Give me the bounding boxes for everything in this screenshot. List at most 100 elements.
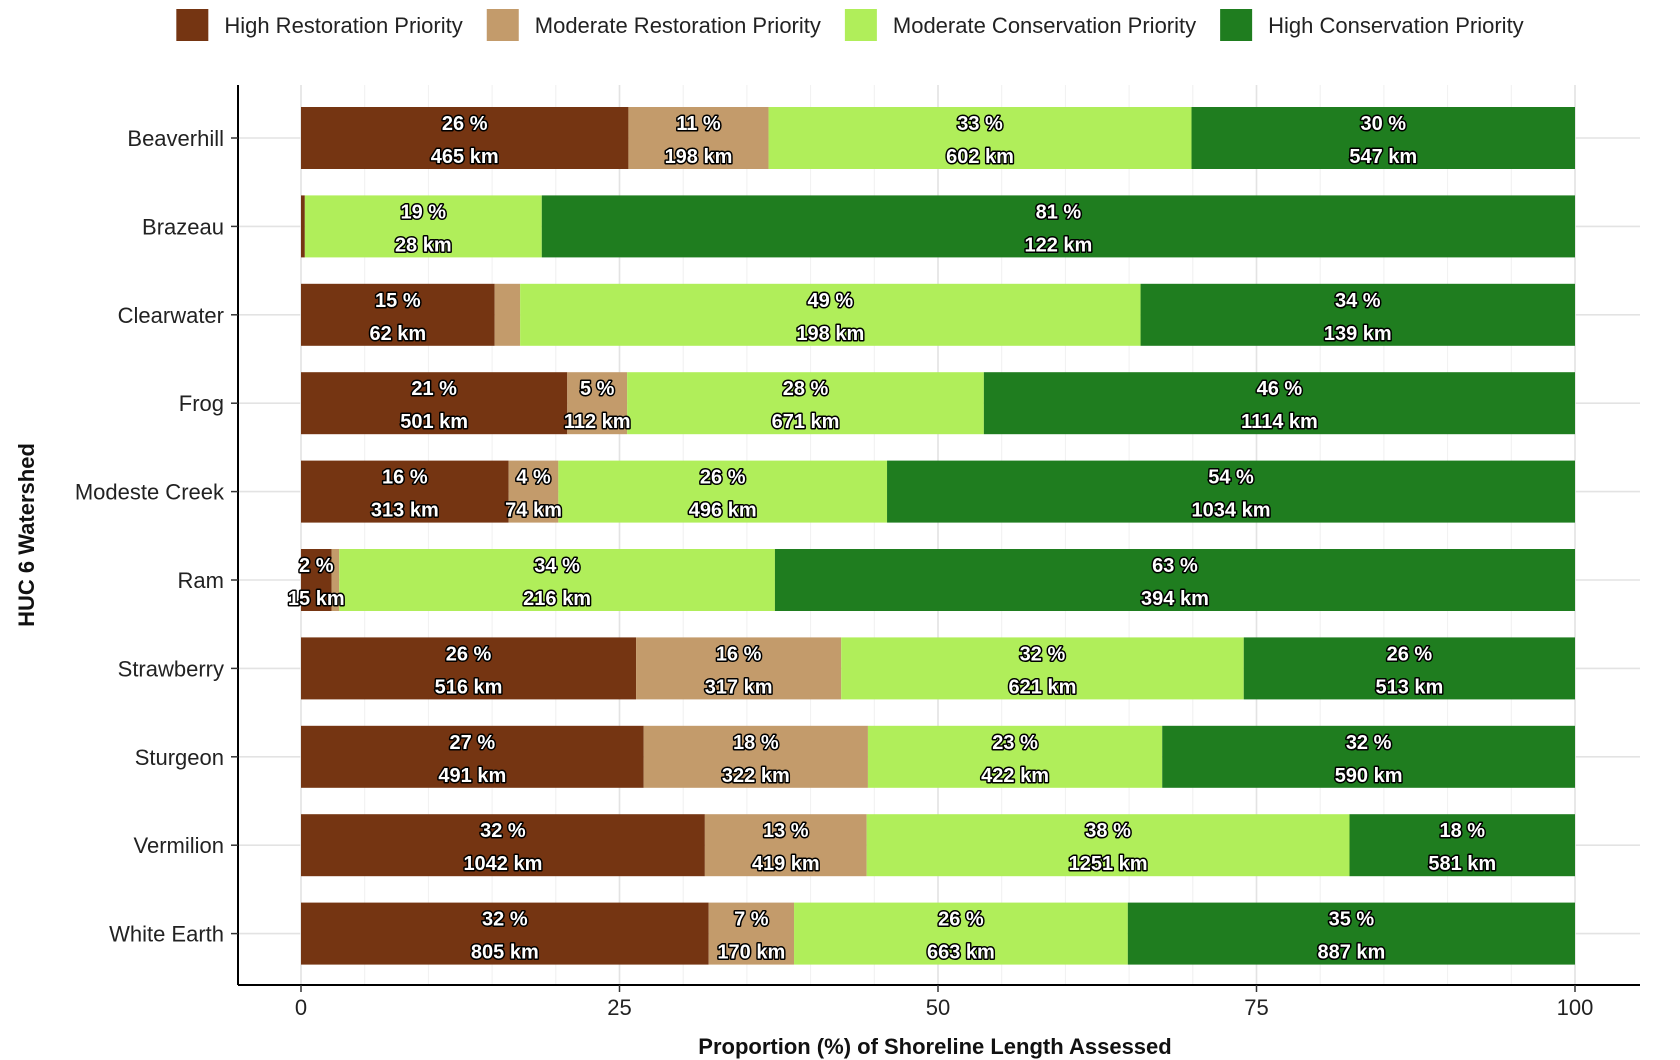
bars [301, 107, 1575, 965]
length-label: 394 km [1141, 588, 1209, 610]
percent-label: 5 % [580, 378, 615, 400]
bar-segment [301, 107, 629, 169]
bar-segment [301, 283, 495, 346]
percent-label: 28 % [783, 378, 829, 400]
x-tick-label: 25 [607, 995, 631, 1020]
length-label: 419 km [752, 853, 820, 875]
length-label: 62 km [369, 323, 426, 345]
percent-label: 19 % [401, 201, 447, 223]
length-label: 516 km [435, 676, 503, 698]
bar-segment [301, 549, 332, 611]
percent-label: 32 % [1020, 643, 1066, 665]
length-label: 1034 km [1192, 500, 1271, 522]
length-label: 139 km [1324, 323, 1392, 345]
length-label: 547 km [1349, 146, 1417, 168]
length-label: 805 km [471, 942, 539, 964]
length-label: 198 km [665, 146, 733, 168]
percent-label: 13 % [763, 820, 809, 842]
bar-segment [508, 460, 559, 523]
legend-label: High Conservation Priority [1268, 13, 1524, 38]
percent-label: 15 % [375, 290, 421, 312]
length-label: 491 km [438, 765, 506, 787]
y-tick-label: Frog [179, 391, 224, 416]
bar-segment [643, 725, 868, 788]
bar-segment [867, 725, 1163, 788]
length-label: 581 km [1428, 853, 1496, 875]
percent-label: 16 % [382, 467, 428, 489]
bar-segment [1140, 283, 1575, 346]
length-label: 602 km [946, 146, 1014, 168]
y-tick-label: White Earth [109, 922, 224, 947]
bar-segment [774, 549, 1575, 611]
length-label: 313 km [371, 500, 439, 522]
legend-item: High Conservation Priority [1220, 9, 1524, 41]
percent-label: 32 % [480, 820, 526, 842]
length-label: 422 km [981, 765, 1049, 787]
bar-segment [520, 283, 1141, 346]
bar-segment [1243, 637, 1575, 700]
percent-label: 23 % [992, 732, 1038, 754]
percent-label: 34 % [1335, 290, 1381, 312]
bar-segment [301, 637, 637, 700]
bar-segment [636, 637, 842, 700]
length-label: 198 km [796, 323, 864, 345]
bar-segment [301, 725, 644, 788]
y-axis-title: HUC 6 Watershed [14, 443, 39, 627]
y-tick-label: Ram [178, 568, 224, 593]
bar-segment [301, 814, 705, 877]
percent-label: 26 % [446, 643, 492, 665]
length-label: 501 km [400, 411, 468, 433]
bar-segment [1349, 814, 1575, 877]
percent-label: 18 % [1439, 820, 1485, 842]
bar-segment [887, 460, 1575, 523]
length-label: 663 km [927, 942, 995, 964]
bar-segment [1191, 107, 1575, 169]
length-label: 170 km [717, 942, 785, 964]
legend-swatch [176, 9, 209, 41]
percent-label: 49 % [808, 290, 854, 312]
bar-segment [339, 549, 775, 611]
y-tick-label: Vermilion [134, 833, 224, 858]
length-label: 1114 km [1241, 411, 1318, 433]
length-label: 496 km [689, 500, 757, 522]
bar-segment [628, 107, 769, 169]
legend-swatch [486, 9, 519, 41]
percent-label: 38 % [1085, 820, 1131, 842]
legend: High Restoration Priority Moderate Restor… [176, 9, 1524, 41]
bar-segment [301, 195, 305, 258]
percent-label: 33 % [957, 113, 1003, 135]
percent-label: 26 % [442, 113, 488, 135]
y-tick-label: Clearwater [118, 303, 224, 328]
length-label: 590 km [1335, 765, 1403, 787]
legend-swatch [844, 9, 877, 41]
bar-segment [794, 902, 1128, 965]
length-label: 216 km [523, 588, 591, 610]
percent-label: 32 % [482, 909, 528, 931]
bar-segment [627, 372, 984, 435]
percent-label: 21 % [411, 378, 457, 400]
bar-segment [301, 902, 709, 965]
length-label: 1042 km [463, 853, 542, 875]
length-label: 122 km [1024, 234, 1092, 256]
legend-item: Moderate Restoration Priority [486, 9, 821, 41]
length-label: 1251 km [1069, 853, 1148, 875]
percent-label: 30 % [1360, 113, 1406, 135]
length-label: 671 km [772, 411, 840, 433]
length-label: 513 km [1375, 676, 1443, 698]
percent-label: 26 % [700, 467, 746, 489]
length-label: 74 km [505, 500, 562, 522]
bar-segment [708, 902, 795, 965]
bar-segment [567, 372, 628, 435]
percent-label: 2 % [299, 555, 334, 577]
length-label: 28 km [395, 234, 452, 256]
length-label: 465 km [431, 146, 499, 168]
bar-segment [768, 107, 1192, 169]
bar-segment [331, 549, 340, 611]
length-label: 15 km [288, 588, 345, 610]
legend-swatch [1220, 9, 1253, 41]
percent-label: 26 % [1387, 643, 1433, 665]
bar-segment [301, 460, 509, 523]
bar-segment [541, 195, 1575, 258]
length-label: 112 km [564, 411, 631, 433]
